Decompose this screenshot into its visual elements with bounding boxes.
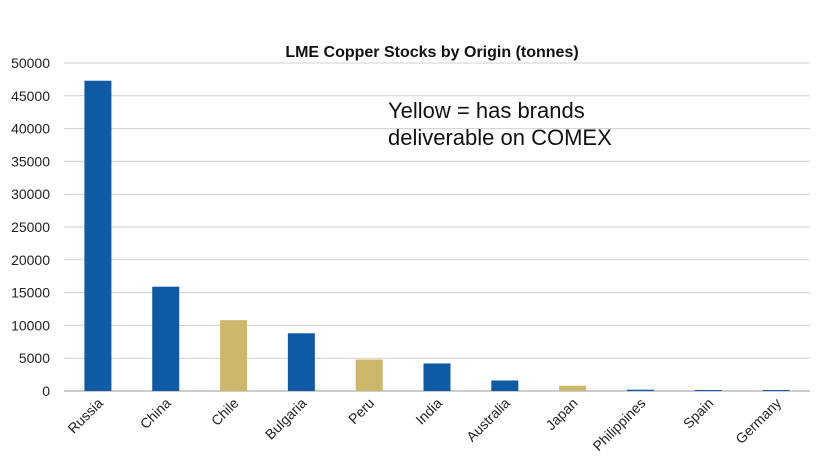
x-tick-label: Chile xyxy=(208,395,242,429)
y-axis: 0 5000 10000 15000 20000 25000 30000 35000 40000… xyxy=(11,55,50,399)
x-axis: Russia China Chile Bulgaria Peru India Austral… xyxy=(64,395,784,454)
y-tick-label: 15000 xyxy=(11,285,50,301)
bar-peru xyxy=(355,359,383,391)
x-tick-label: Japan xyxy=(542,395,580,433)
bar-australia xyxy=(491,380,519,391)
y-tick-label: 35000 xyxy=(11,153,50,169)
y-tick-label: 0 xyxy=(42,383,50,399)
annotation-line-2: deliverable on COMEX xyxy=(388,125,612,150)
y-tick-label: 25000 xyxy=(11,219,50,235)
y-tick-label: 50000 xyxy=(11,55,50,71)
x-tick-label: India xyxy=(412,395,445,428)
annotation-line-1: Yellow = has brands xyxy=(388,98,585,123)
bar-philippines xyxy=(626,389,654,391)
bar-japan xyxy=(559,385,587,391)
chart-title: LME Copper Stocks by Origin (tonnes) xyxy=(285,44,578,61)
y-tick-label: 40000 xyxy=(11,121,50,137)
x-tick-label: Russia xyxy=(64,395,106,437)
x-tick-label: Australia xyxy=(463,395,513,445)
y-tick-label: 45000 xyxy=(11,88,50,104)
bar-germany xyxy=(762,390,790,391)
bar-series xyxy=(84,80,790,391)
bar-russia xyxy=(84,80,112,391)
x-tick-label: China xyxy=(137,395,174,432)
x-tick-label: Bulgaria xyxy=(262,395,310,443)
y-tick-label: 30000 xyxy=(11,186,50,202)
bar-spain xyxy=(694,390,722,391)
y-tick-label: 10000 xyxy=(11,317,50,333)
x-tick-label: Peru xyxy=(345,395,377,427)
bar-india xyxy=(423,363,451,391)
bar-china xyxy=(152,286,180,391)
bar-bulgaria xyxy=(287,333,315,391)
y-tick-label: 20000 xyxy=(11,252,50,268)
bar-chile xyxy=(220,320,248,391)
x-tick-label: Philippines xyxy=(589,395,648,454)
gridlines xyxy=(64,62,810,392)
x-tick-label: Germany xyxy=(732,395,784,447)
x-tick-label: Spain xyxy=(680,395,717,432)
y-tick-label: 5000 xyxy=(19,350,50,366)
